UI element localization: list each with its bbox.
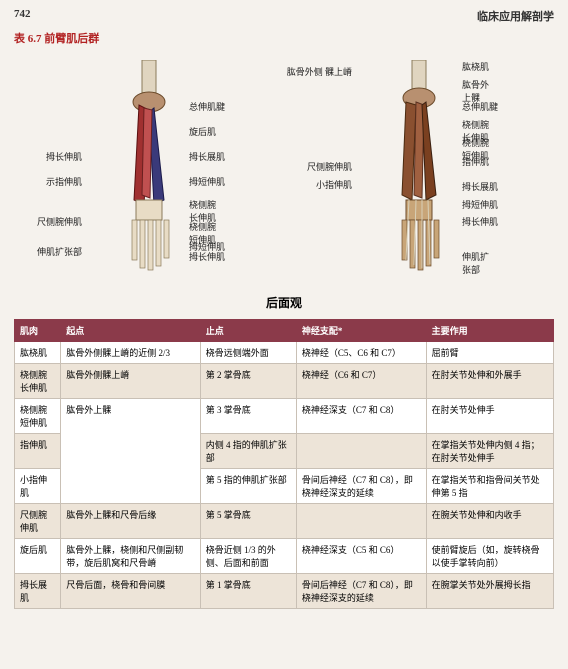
table-header: 肌肉 bbox=[15, 320, 61, 342]
table-cell: 在肘关节处伸和外展手 bbox=[426, 364, 553, 399]
anatomy-label: 拇短伸肌 bbox=[462, 198, 498, 211]
table-cell: 骨间后神经（C7 和 C8），即桡神经深支的延续 bbox=[296, 469, 426, 504]
table-cell: 在肘关节处伸手 bbox=[426, 399, 553, 434]
table-cell: 桡侧腕短伸肌 bbox=[15, 399, 61, 434]
table-cell: 桡骨远侧端外面 bbox=[200, 342, 296, 364]
anatomy-label: 拇长展肌 bbox=[462, 180, 498, 193]
table-cell bbox=[296, 434, 426, 469]
table-row: 拇长展肌尺骨后面，桡骨和骨间膜第 1 掌骨底骨间后神经（C7 和 C8），即桡神… bbox=[15, 574, 554, 609]
anatomy-label: 尺侧腕伸肌 bbox=[37, 215, 82, 228]
anatomy-label: 拇短伸肌 bbox=[189, 175, 225, 188]
table-header: 神经支配* bbox=[296, 320, 426, 342]
table-cell: 内侧 4 指的伸肌扩张部 bbox=[200, 434, 296, 469]
table-header: 主要作用 bbox=[426, 320, 553, 342]
table-cell: 肱骨外侧髁上嵴 bbox=[61, 364, 200, 399]
anatomy-label: 拇长伸肌 bbox=[46, 150, 82, 163]
anatomy-label: 尺侧腕伸肌 bbox=[307, 160, 352, 173]
table-header: 起点 bbox=[61, 320, 200, 342]
table-cell: 桡神经深支（C5 和 C6） bbox=[296, 539, 426, 574]
table-cell: 指伸肌 bbox=[15, 434, 61, 469]
table-cell: 桡神经深支（C7 和 C8） bbox=[296, 399, 426, 434]
anatomical-figures: 拇长伸肌示指伸肌尺侧腕伸肌伸肌扩张部总伸肌腱旋后肌拇长展肌拇短伸肌桡侧腕长伸肌桡… bbox=[14, 50, 554, 290]
anatomy-label: 伸肌扩张部 bbox=[462, 250, 489, 276]
table-row: 肱桡肌肱骨外侧髁上嵴的近侧 2/3桡骨远侧端外面桡神经（C5、C6 和 C7）屈… bbox=[15, 342, 554, 364]
table-cell: 旋后肌 bbox=[15, 539, 61, 574]
table-cell: 桡神经（C6 和 C7） bbox=[296, 364, 426, 399]
muscle-table: 肌肉起点止点神经支配*主要作用 肱桡肌肱骨外侧髁上嵴的近侧 2/3桡骨远侧端外面… bbox=[14, 319, 554, 609]
table-row: 旋后肌肱骨外上髁，桡侧和尺侧副韧带，旋后肌窝和尺骨嵴桡骨近侧 1/3 的外侧、后… bbox=[15, 539, 554, 574]
table-cell: 第 5 掌骨底 bbox=[200, 504, 296, 539]
page-number: 742 bbox=[14, 8, 31, 24]
anatomy-label: 拇长伸肌 bbox=[462, 215, 498, 228]
table-cell: 在掌指关节和指骨间关节处伸第 5 指 bbox=[426, 469, 553, 504]
table-row: 尺侧腕伸肌肱骨外上髁和尺骨后缘第 5 掌骨底 在腕关节处伸和内收手 bbox=[15, 504, 554, 539]
table-cell: 骨间后神经（C7 和 C8），即桡神经深支的延续 bbox=[296, 574, 426, 609]
anatomy-label: 示指伸肌 bbox=[46, 175, 82, 188]
table-cell: 尺侧腕伸肌 bbox=[15, 504, 61, 539]
anatomy-label: 拇长展肌 bbox=[189, 150, 225, 163]
table-cell: 桡神经（C5、C6 和 C7） bbox=[296, 342, 426, 364]
table-cell: 小指伸肌 bbox=[15, 469, 61, 504]
table-cell: 肱骨外上髁 bbox=[61, 399, 200, 504]
table-cell: 肱桡肌 bbox=[15, 342, 61, 364]
table-cell: 肱骨外上髁和尺骨后缘 bbox=[61, 504, 200, 539]
table-cell: 肱骨外侧髁上嵴的近侧 2/3 bbox=[61, 342, 200, 364]
anatomy-label: 总伸肌腱 bbox=[462, 100, 498, 113]
figure-left-deep: 拇长伸肌示指伸肌尺侧腕伸肌伸肌扩张部总伸肌腱旋后肌拇长展肌拇短伸肌桡侧腕长伸肌桡… bbox=[14, 50, 284, 290]
forearm-illustration-icon bbox=[94, 60, 204, 280]
anatomy-label: 小指伸肌 bbox=[316, 178, 352, 191]
anatomy-label: 总伸肌腱 bbox=[189, 100, 225, 113]
anatomy-label: 指伸肌 bbox=[462, 155, 489, 168]
figure-right-superficial: 肱骨外侧 髁上嵴尺侧腕伸肌小指伸肌肱桡肌肱骨外上髁总伸肌腱桡侧腕长伸肌桡侧腕短伸… bbox=[284, 50, 554, 290]
table-cell bbox=[296, 504, 426, 539]
anatomy-label: 肱骨外侧 髁上嵴 bbox=[287, 65, 352, 78]
anatomy-label: 拇长伸肌 bbox=[189, 250, 225, 263]
table-cell: 第 1 掌骨底 bbox=[200, 574, 296, 609]
table-cell: 使前臂旋后（如，旋转桡骨以使手掌转向前） bbox=[426, 539, 553, 574]
table-cell: 尺骨后面，桡骨和骨间膜 bbox=[61, 574, 200, 609]
table-cell: 第 2 掌骨底 bbox=[200, 364, 296, 399]
figure-caption: 后面观 bbox=[14, 294, 554, 311]
anatomy-label: 伸肌扩张部 bbox=[37, 245, 82, 258]
book-title: 临床应用解剖学 bbox=[477, 8, 554, 24]
anatomy-label: 肱桡肌 bbox=[462, 60, 489, 73]
table-row: 桡侧腕短伸肌肱骨外上髁第 3 掌骨底桡神经深支（C7 和 C8）在肘关节处伸手 bbox=[15, 399, 554, 434]
table-cell: 在掌指关节处伸内侧 4 指；在肘关节处伸手 bbox=[426, 434, 553, 469]
table-row: 桡侧腕长伸肌肱骨外侧髁上嵴第 2 掌骨底桡神经（C6 和 C7）在肘关节处伸和外… bbox=[15, 364, 554, 399]
table-cell: 第 5 指的伸肌扩张部 bbox=[200, 469, 296, 504]
table-cell: 在腕关节处伸和内收手 bbox=[426, 504, 553, 539]
table-cell: 肱骨外上髁，桡侧和尺侧副韧带，旋后肌窝和尺骨嵴 bbox=[61, 539, 200, 574]
table-header: 止点 bbox=[200, 320, 296, 342]
table-cell: 屈前臂 bbox=[426, 342, 553, 364]
table-cell: 桡侧腕长伸肌 bbox=[15, 364, 61, 399]
anatomy-label: 旋后肌 bbox=[189, 125, 216, 138]
forearm-illustration-icon bbox=[364, 60, 474, 280]
table-cell: 拇长展肌 bbox=[15, 574, 61, 609]
table-cell: 桡骨近侧 1/3 的外侧、后面和前面 bbox=[200, 539, 296, 574]
table-cell: 在腕掌关节处外展拇长指 bbox=[426, 574, 553, 609]
table-title: 表 6.7 前臂肌后群 bbox=[14, 30, 554, 46]
table-cell: 第 3 掌骨底 bbox=[200, 399, 296, 434]
